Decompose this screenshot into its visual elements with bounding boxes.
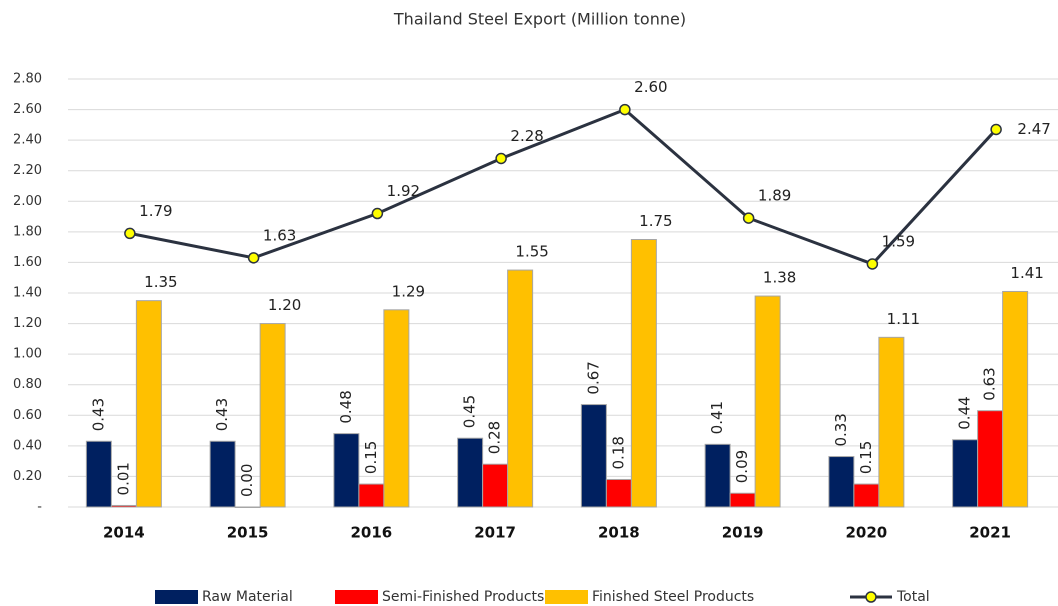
line-marker bbox=[495, 152, 507, 165]
y-tick-label: 2.20 bbox=[13, 163, 42, 178]
bar bbox=[1002, 290, 1029, 508]
y-tick-label: 2.40 bbox=[13, 133, 42, 148]
bar bbox=[209, 440, 236, 508]
data-label: 0.15 bbox=[362, 441, 380, 474]
bar bbox=[507, 269, 534, 508]
data-label: 0.41 bbox=[708, 401, 726, 434]
y-tick-label: 2.00 bbox=[13, 194, 42, 209]
bar bbox=[630, 239, 657, 508]
x-tick-label: 2014 bbox=[103, 524, 145, 542]
data-label: 0.63 bbox=[981, 367, 999, 400]
data-label: 1.79 bbox=[139, 202, 172, 220]
data-label: 0.44 bbox=[956, 396, 974, 429]
line-marker bbox=[990, 123, 1002, 136]
data-label: 0.43 bbox=[213, 398, 231, 431]
bar bbox=[704, 443, 731, 508]
bar bbox=[383, 309, 410, 508]
x-tick-label: 2020 bbox=[846, 524, 888, 542]
y-tick-label: 2.80 bbox=[13, 72, 42, 87]
data-label: 0.48 bbox=[337, 390, 355, 423]
y-tick-label: 0.20 bbox=[13, 469, 42, 484]
data-label: 0.67 bbox=[584, 361, 602, 394]
data-label: 1.29 bbox=[392, 282, 425, 300]
x-tick-label: 2016 bbox=[351, 524, 393, 542]
data-label: 1.11 bbox=[887, 310, 920, 328]
data-label: 0.45 bbox=[461, 395, 479, 428]
line-marker bbox=[619, 103, 631, 116]
bar bbox=[828, 456, 855, 508]
legend-swatch bbox=[155, 590, 198, 604]
line-marker bbox=[247, 252, 260, 264]
data-label: 1.20 bbox=[268, 296, 301, 314]
data-label: 1.92 bbox=[387, 182, 420, 200]
bar bbox=[729, 492, 756, 508]
legend-label: Semi-Finished Products bbox=[382, 589, 544, 605]
bar bbox=[135, 300, 162, 508]
data-label: 0.00 bbox=[238, 464, 256, 497]
bar bbox=[754, 295, 781, 508]
data-label: 2.60 bbox=[634, 78, 667, 96]
data-label: 0.18 bbox=[609, 436, 627, 469]
x-tick-label: 2015 bbox=[227, 524, 269, 542]
bar bbox=[457, 437, 484, 508]
bar bbox=[605, 478, 632, 508]
data-label: 0.09 bbox=[733, 450, 751, 483]
bar bbox=[853, 483, 880, 508]
x-tick-label: 2021 bbox=[969, 524, 1011, 542]
x-tick-label: 2019 bbox=[722, 524, 764, 542]
data-label: 0.28 bbox=[486, 421, 504, 454]
line-marker bbox=[866, 258, 879, 270]
y-tick-label: 1.00 bbox=[13, 347, 42, 362]
line-marker bbox=[371, 207, 384, 220]
data-label: 1.63 bbox=[263, 226, 296, 244]
bar bbox=[482, 463, 509, 508]
data-label: 1.35 bbox=[144, 273, 177, 291]
x-tick-label: 2017 bbox=[474, 524, 516, 542]
data-label: 0.01 bbox=[114, 462, 132, 495]
bar bbox=[110, 504, 137, 508]
line-marker bbox=[124, 227, 136, 240]
y-tick-label: 1.20 bbox=[13, 316, 42, 331]
data-label: 0.43 bbox=[89, 398, 107, 431]
bar bbox=[234, 506, 261, 508]
legend-label: Finished Steel Products bbox=[592, 589, 754, 605]
y-tick-label: 0.60 bbox=[13, 408, 42, 423]
bar bbox=[878, 336, 905, 508]
legend-marker bbox=[865, 591, 877, 603]
line bbox=[129, 107, 998, 266]
legend-swatch bbox=[335, 590, 378, 604]
chart-title: Thailand Steel Export (Million tonne) bbox=[393, 10, 686, 29]
data-label: 1.59 bbox=[882, 232, 915, 250]
y-tick-label: 1.40 bbox=[13, 286, 42, 301]
data-label: 0.15 bbox=[857, 441, 875, 474]
y-tick-label: 1.60 bbox=[13, 255, 42, 270]
legend-label: Raw Material bbox=[202, 589, 293, 605]
bar bbox=[358, 483, 385, 508]
y-tick-label: 0.40 bbox=[13, 438, 42, 453]
bar bbox=[977, 410, 1004, 508]
y-tick-label: - bbox=[37, 500, 42, 515]
bar bbox=[259, 323, 286, 508]
x-tick-label: 2018 bbox=[598, 524, 640, 542]
line-marker bbox=[742, 212, 755, 224]
bar bbox=[952, 439, 979, 508]
data-label: 0.33 bbox=[832, 413, 850, 446]
data-label: 1.38 bbox=[763, 269, 796, 287]
data-label: 1.75 bbox=[639, 212, 672, 230]
bar bbox=[85, 440, 112, 508]
data-label: 1.55 bbox=[515, 243, 548, 261]
y-tick-label: 1.80 bbox=[13, 224, 42, 239]
y-tick-label: 0.80 bbox=[13, 377, 42, 392]
y-tick-label: 2.60 bbox=[13, 102, 42, 117]
bar bbox=[580, 404, 607, 508]
bar bbox=[333, 433, 360, 508]
legend-swatch bbox=[545, 590, 588, 604]
data-label: 1.89 bbox=[758, 187, 791, 205]
data-label: 2.28 bbox=[510, 127, 543, 145]
data-label: 2.47 bbox=[1017, 120, 1050, 138]
legend-label: Total bbox=[896, 589, 930, 605]
data-label: 1.41 bbox=[1010, 264, 1043, 282]
